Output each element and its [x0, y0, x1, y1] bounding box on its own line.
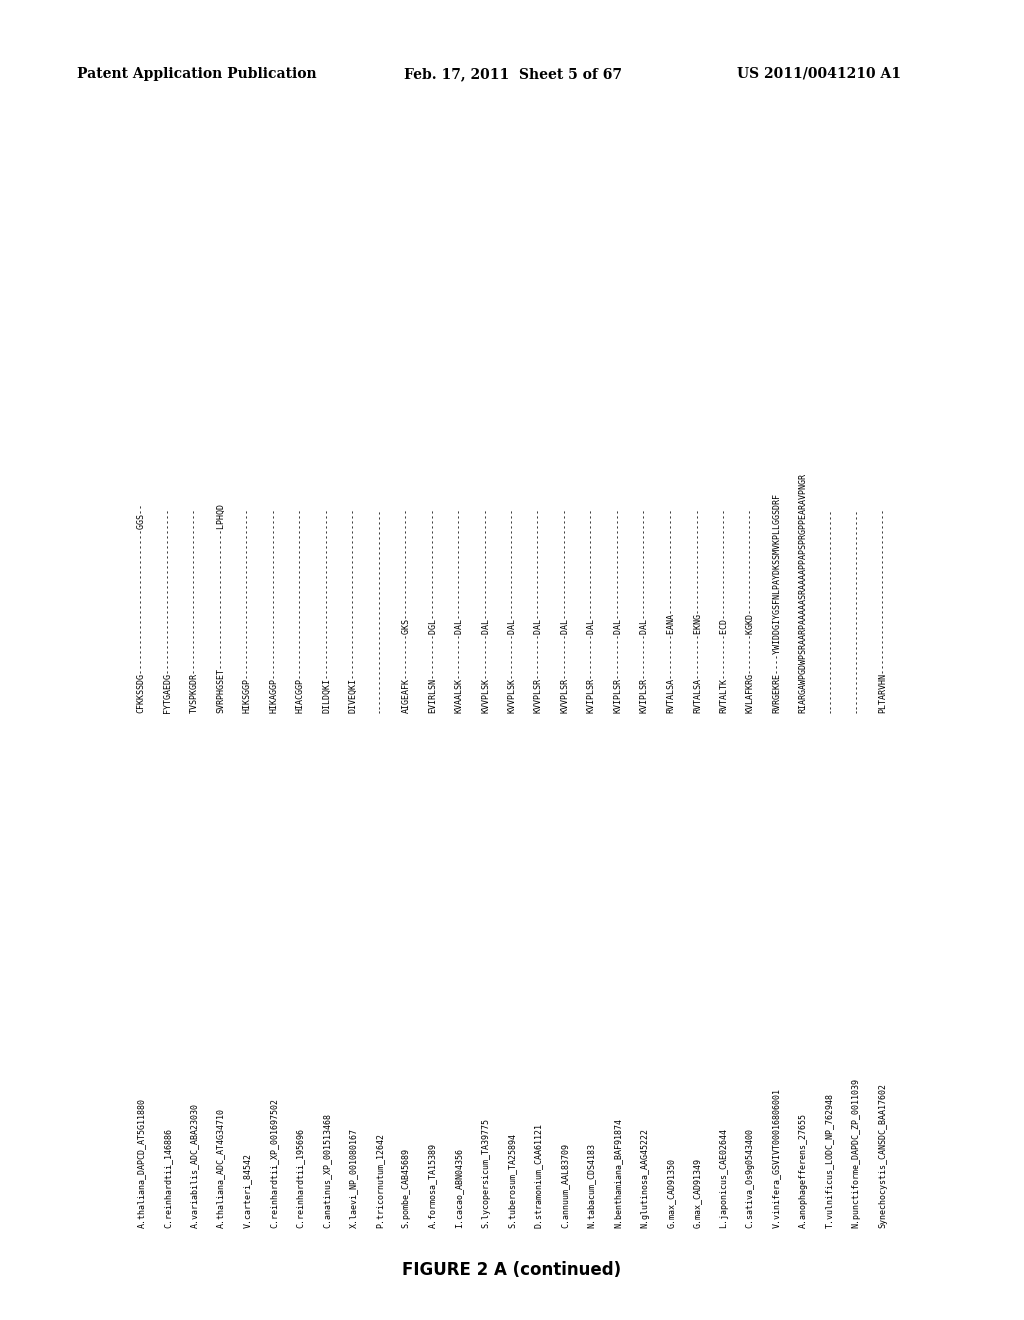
Text: KVIPLSR---------DAL----------------------: KVIPLSR---------DAL---------------------…	[613, 508, 623, 713]
Text: US 2011/0041210 A1: US 2011/0041210 A1	[737, 67, 901, 81]
Text: C.annuum_AAL83709: C.annuum_AAL83709	[560, 1143, 569, 1228]
Text: HIKAGGP----------------------------------: HIKAGGP---------------------------------…	[269, 508, 279, 713]
Text: FIGURE 2 A (continued): FIGURE 2 A (continued)	[402, 1261, 622, 1279]
Text: KVVPLSK---------DAL----------------------: KVVPLSK---------DAL---------------------…	[508, 508, 516, 713]
Text: S.pombe_CAB45689: S.pombe_CAB45689	[401, 1147, 411, 1228]
Text: N.glutinosa_AAG45222: N.glutinosa_AAG45222	[640, 1127, 649, 1228]
Text: FYTGAEDG---------------------------------: FYTGAEDG--------------------------------…	[163, 508, 172, 713]
Text: T.vulnificus_LODC_NP_762948: T.vulnificus_LODC_NP_762948	[825, 1093, 835, 1228]
Text: N.tabacum_CDS4183: N.tabacum_CDS4183	[587, 1143, 596, 1228]
Text: X.laevi_NP_001080167: X.laevi_NP_001080167	[348, 1127, 357, 1228]
Text: A.thaliana_DAPCD_AT5G11880: A.thaliana_DAPCD_AT5G11880	[137, 1098, 145, 1228]
Text: Synechocystis_CANSDC_BAA17602: Synechocystis_CANSDC_BAA17602	[879, 1082, 887, 1228]
Text: G.max_CAD91349: G.max_CAD91349	[693, 1158, 701, 1228]
Text: V.vinifera_GSVIVT00016806001: V.vinifera_GSVIVT00016806001	[772, 1088, 781, 1228]
Text: RVTALSA---------EKNG---------------------: RVTALSA---------EKNG--------------------…	[693, 508, 701, 713]
Text: G.max_CAD91350: G.max_CAD91350	[667, 1158, 676, 1228]
Text: A.thaliana_ADC_AT4G34710: A.thaliana_ADC_AT4G34710	[216, 1107, 225, 1228]
Text: RVTALSA---------EANA---------------------: RVTALSA---------EANA--------------------…	[667, 508, 676, 713]
Text: EVIRLSN---------DGL----------------------: EVIRLSN---------DGL---------------------…	[428, 508, 437, 713]
Text: C.sativa_Os9g0543400: C.sativa_Os9g0543400	[745, 1127, 755, 1228]
Text: C.reinhardtii_146886: C.reinhardtii_146886	[163, 1127, 172, 1228]
Text: PLTARVHN---------------------------------: PLTARVHN--------------------------------…	[879, 508, 887, 713]
Text: KVIPLSR---------DAL----------------------: KVIPLSR---------DAL---------------------…	[587, 508, 596, 713]
Text: SVRPHGSET----------------------------LPHQD: SVRPHGSET----------------------------LPH…	[216, 503, 225, 713]
Text: RVTALTK---------ECD----------------------: RVTALTK---------ECD---------------------…	[720, 508, 728, 713]
Text: C.reinhardtii_195696: C.reinhardtii_195696	[296, 1127, 304, 1228]
Text: RIARGAWPGDWPSRAARPAAAAASRAAAAPPAPSPRGPPEARAVPNGR: RIARGAWPGDWPSRAARPAAAAASRAAAAPPAPSPRGPPE…	[799, 473, 808, 713]
Text: KVIPLSR---------DAL----------------------: KVIPLSR---------DAL---------------------…	[640, 508, 649, 713]
Text: -----------------------------------------: ----------------------------------------…	[375, 508, 384, 713]
Text: L.japonicus_CAE02644: L.japonicus_CAE02644	[720, 1127, 728, 1228]
Text: C.anatinus_XP_001513468: C.anatinus_XP_001513468	[323, 1113, 331, 1228]
Text: S.tuberosum_TA25894: S.tuberosum_TA25894	[508, 1133, 516, 1228]
Text: N.benthamiana_BAF91874: N.benthamiana_BAF91874	[613, 1118, 623, 1228]
Text: TVSPKGDR---------------------------------: TVSPKGDR--------------------------------…	[189, 508, 199, 713]
Text: KVVPLSR---------DAL----------------------: KVVPLSR---------DAL---------------------…	[534, 508, 543, 713]
Text: N.punctiforme_DAPDC_ZP_0011039: N.punctiforme_DAPDC_ZP_0011039	[852, 1077, 861, 1228]
Text: Patent Application Publication: Patent Application Publication	[77, 67, 316, 81]
Text: C.reinhardtii_XP_001697502: C.reinhardtii_XP_001697502	[269, 1098, 279, 1228]
Text: HIACGGP----------------------------------: HIACGGP---------------------------------…	[296, 508, 304, 713]
Text: -----------------------------------------: ----------------------------------------…	[852, 508, 861, 713]
Text: RVRGEKRE----YWIDDGIYGSFNLPAYDKSSMVKPLLGGSDRF: RVRGEKRE----YWIDDGIYGSFNLPAYDKSSMVKPLLGG…	[772, 492, 781, 713]
Text: KVAALSK---------DAL----------------------: KVAALSK---------DAL---------------------…	[455, 508, 464, 713]
Text: A.variabilis_ADC_ABA23030: A.variabilis_ADC_ABA23030	[189, 1102, 199, 1228]
Text: AIGEAFK---------GKS----------------------: AIGEAFK---------GKS---------------------…	[401, 508, 411, 713]
Text: KVVPLSR---------DAL----------------------: KVVPLSR---------DAL---------------------…	[560, 508, 569, 713]
Text: Feb. 17, 2011  Sheet 5 of 67: Feb. 17, 2011 Sheet 5 of 67	[404, 67, 623, 81]
Text: KVLAFKRG--------KGKD---------------------: KVLAFKRG--------KGKD--------------------…	[745, 508, 755, 713]
Text: A.formosa_TA15389: A.formosa_TA15389	[428, 1143, 437, 1228]
Text: DILDQKI----------------------------------: DILDQKI---------------------------------…	[323, 508, 331, 713]
Text: DIVEQKI----------------------------------: DIVEQKI---------------------------------…	[348, 508, 357, 713]
Text: D.stramonium_CAA61121: D.stramonium_CAA61121	[534, 1122, 543, 1228]
Text: HIKSGGP----------------------------------: HIKSGGP---------------------------------…	[243, 508, 252, 713]
Text: KVVPLSK---------DAL----------------------: KVVPLSK---------DAL---------------------…	[481, 508, 490, 713]
Text: CFKKSSDG-----------------------------GGS--: CFKKSSDG-----------------------------GGS…	[137, 503, 145, 713]
Text: I.cacao_ABN04356: I.cacao_ABN04356	[455, 1147, 464, 1228]
Text: -----------------------------------------: ----------------------------------------…	[825, 508, 835, 713]
Text: S.lycopersicum_TA39775: S.lycopersicum_TA39775	[481, 1118, 490, 1228]
Text: V.carteri_84542: V.carteri_84542	[243, 1152, 252, 1228]
Text: P.tricornutum_12642: P.tricornutum_12642	[375, 1133, 384, 1228]
Text: A.anophagefferens_27655: A.anophagefferens_27655	[799, 1113, 808, 1228]
